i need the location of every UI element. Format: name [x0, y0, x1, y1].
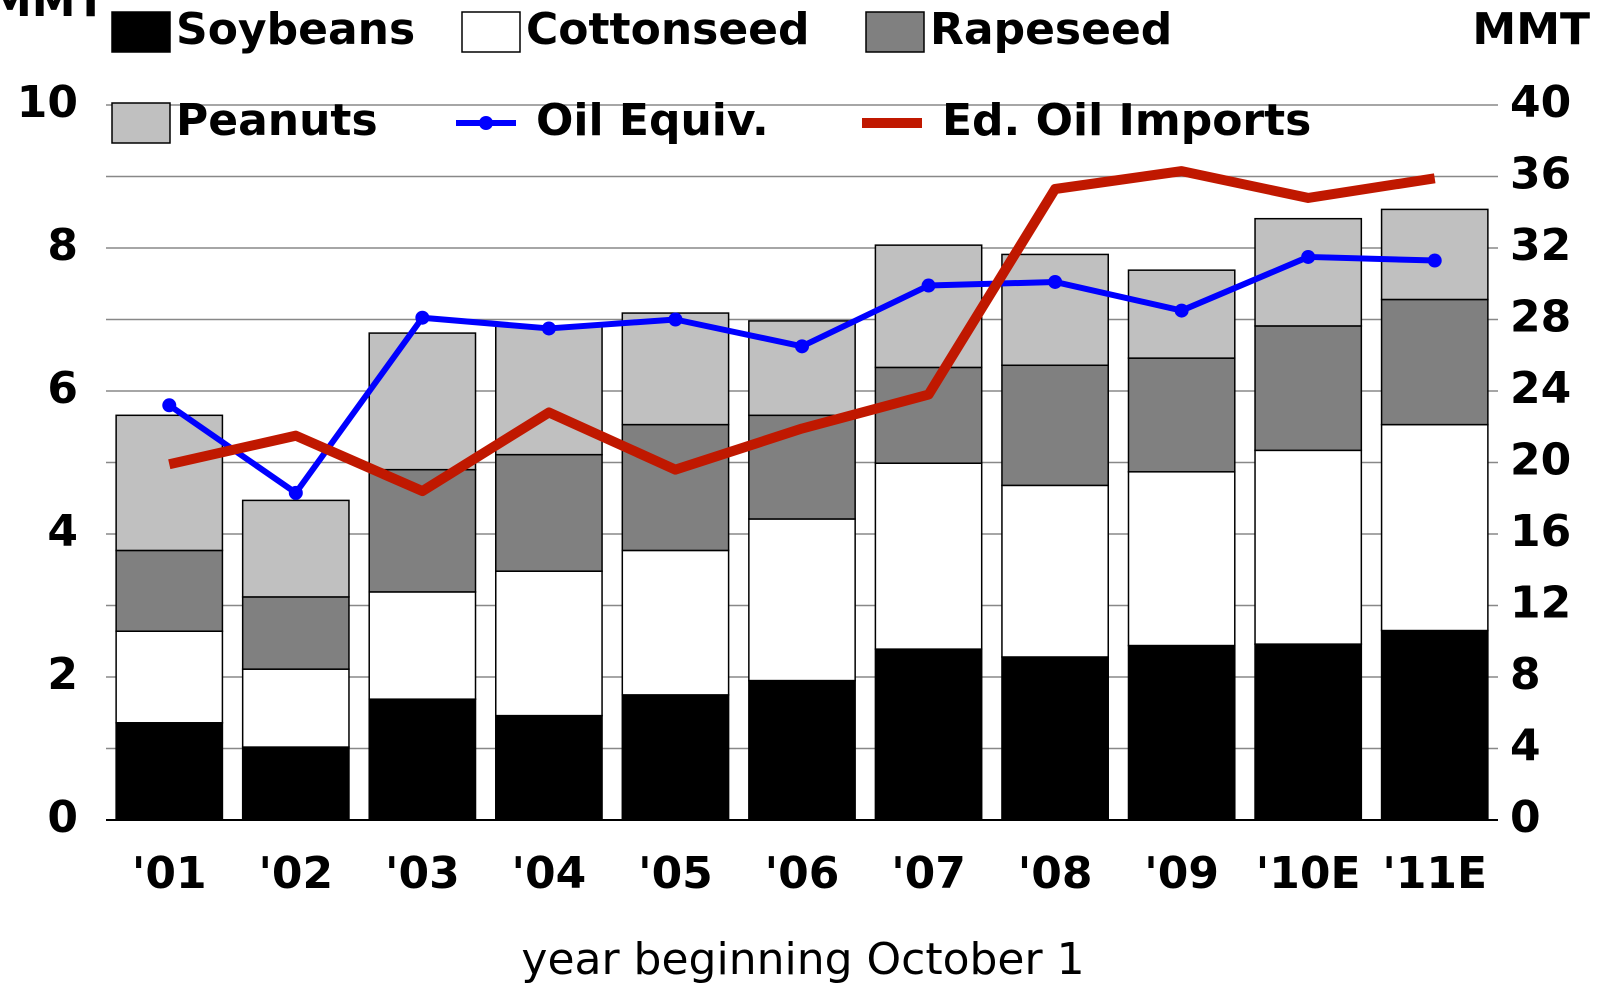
y-axis-label: MMT — [0, 0, 106, 27]
x-tick-label: '09 — [1144, 848, 1219, 899]
bar-segment — [368, 332, 477, 471]
bar-segment — [874, 244, 983, 369]
y2-axis-label: MMT — [1472, 4, 1590, 55]
bar-segment — [748, 679, 856, 821]
bar-segment — [241, 668, 350, 748]
y-tick-label: 4 — [47, 506, 78, 557]
line-marker — [541, 321, 556, 336]
bar-segment — [1127, 471, 1236, 647]
y2-tick-label: 28 — [1510, 292, 1571, 343]
x-tick-label: '04 — [512, 848, 587, 899]
line-marker — [415, 310, 430, 325]
line-marker — [921, 278, 936, 293]
bar-segment — [241, 596, 350, 670]
y2-tick-label: 24 — [1510, 363, 1571, 414]
bar-segment — [368, 591, 477, 700]
line-marker — [1301, 249, 1316, 264]
y2-tick-label: 12 — [1510, 578, 1571, 629]
x-tick-label: '11E — [1382, 848, 1487, 899]
legend-label: Rapeseed — [930, 4, 1172, 55]
bar-segment — [1127, 644, 1236, 821]
x-tick-label: '01 — [132, 848, 207, 899]
bar-segment — [1001, 253, 1109, 367]
y-tick-label: 0 — [47, 792, 78, 843]
bar-segment — [1380, 629, 1489, 821]
bar-segment — [621, 312, 730, 426]
y-tick-label: 6 — [47, 363, 78, 414]
bar-segment — [495, 570, 603, 717]
bar-segment — [874, 648, 983, 821]
bar-segment — [1127, 269, 1236, 359]
bar-segment — [1127, 357, 1236, 473]
line-marker — [668, 312, 683, 327]
y2-tick-label: 8 — [1510, 649, 1541, 700]
bar-segment — [874, 366, 983, 464]
line-marker — [795, 339, 809, 354]
bar-segment — [1254, 325, 1363, 452]
line-marker — [1174, 303, 1189, 318]
legend-label: Peanuts — [176, 95, 378, 146]
legend-label: Cottonseed — [526, 4, 810, 55]
legend-label: Soybeans — [176, 4, 415, 55]
bar-segment — [621, 694, 730, 821]
bar-segment — [1001, 484, 1109, 658]
x-tick-label: '05 — [638, 848, 713, 899]
bar-segment — [621, 423, 730, 552]
y-tick-label: 10 — [17, 77, 78, 128]
line-marker — [1427, 253, 1442, 268]
bar-segment — [115, 630, 224, 724]
legend-swatch — [865, 11, 925, 53]
x-tick-label: '02 — [258, 848, 333, 899]
bar-segment — [621, 549, 730, 696]
bar-segment — [1380, 298, 1489, 426]
line-marker — [288, 485, 303, 500]
x-tick-label: '07 — [891, 848, 966, 899]
bar-segment — [874, 462, 983, 650]
y2-tick-label: 36 — [1510, 149, 1571, 200]
x-tick-label: '03 — [385, 848, 460, 899]
x-tick-label: '10E — [1256, 848, 1361, 899]
bar-segment — [495, 453, 603, 572]
bar-segment — [241, 746, 350, 821]
legend-label: Oil Equiv. — [536, 95, 769, 146]
y2-tick-label: 0 — [1510, 792, 1541, 843]
y2-tick-label: 40 — [1510, 77, 1571, 128]
legend-label: Ed. Oil Imports — [942, 95, 1311, 146]
bar-segment — [1254, 643, 1363, 821]
bar-segment — [368, 698, 477, 821]
bar-segment — [1001, 364, 1109, 487]
legend-swatch — [461, 11, 521, 53]
x-tick-label: '06 — [765, 848, 840, 899]
y2-tick-label: 16 — [1510, 506, 1571, 557]
y-tick-label: 8 — [47, 220, 78, 271]
bar-segment — [1254, 449, 1363, 645]
bar-segment — [748, 518, 856, 682]
y-tick-label: 2 — [47, 649, 78, 700]
line-marker — [162, 398, 177, 413]
line-marker — [1048, 274, 1063, 289]
line-series — [168, 166, 1436, 497]
bar-segment — [1380, 423, 1489, 632]
bar-segment — [115, 722, 224, 821]
bar-segment — [241, 499, 350, 598]
legend-marker — [479, 116, 493, 130]
bar-segment — [495, 714, 603, 821]
legend-swatch — [111, 11, 171, 53]
x-axis-label: year beginning October 1 — [521, 934, 1084, 985]
y2-tick-label: 32 — [1510, 220, 1571, 271]
bar-segment — [748, 320, 856, 417]
x-tick-label: '08 — [1018, 848, 1093, 899]
legend-swatch — [111, 102, 171, 144]
bar-segment — [115, 549, 224, 632]
bar-segment — [1001, 656, 1109, 821]
y2-tick-label: 4 — [1510, 721, 1541, 772]
y2-tick-label: 20 — [1510, 435, 1571, 486]
bar-segment — [115, 414, 224, 552]
